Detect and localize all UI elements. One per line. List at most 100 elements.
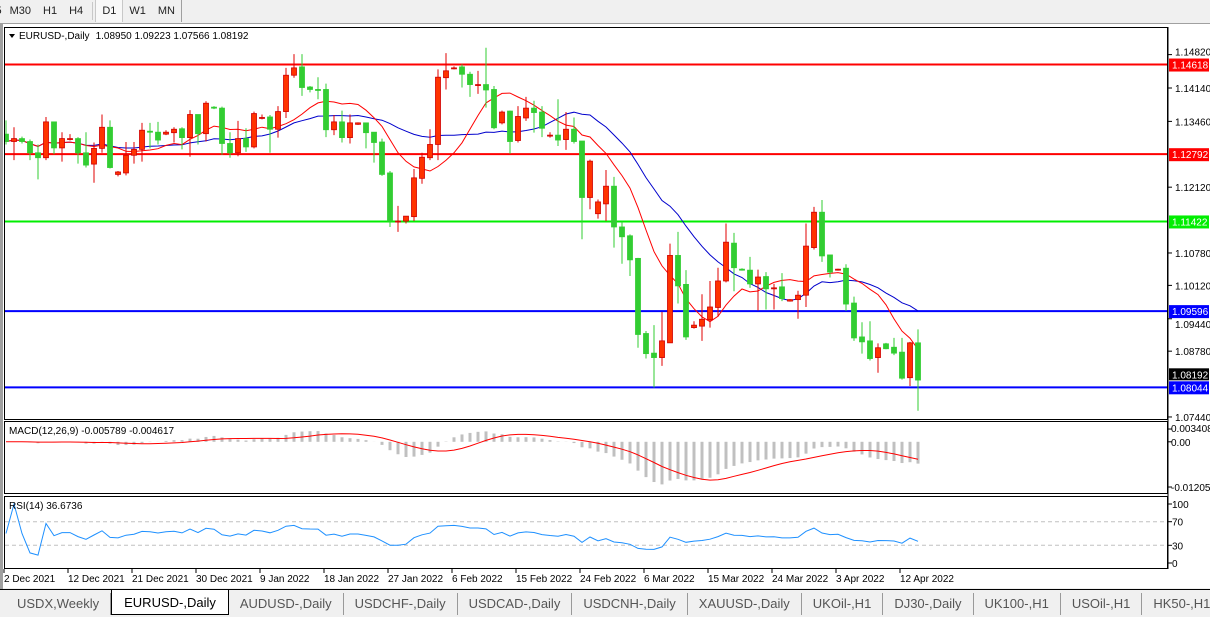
candle-body — [851, 302, 857, 339]
tab-ukoil-h1[interactable]: UKOil-,H1 — [802, 593, 884, 615]
tab-usdchf-daily[interactable]: USDCHF-,Daily — [344, 593, 458, 615]
candle-body — [43, 121, 49, 159]
candle — [283, 67, 289, 118]
candle — [11, 127, 17, 161]
candle-body — [563, 128, 569, 140]
candle-body — [683, 283, 689, 338]
candle — [427, 129, 433, 161]
candle-body — [67, 138, 73, 140]
candle-body — [891, 346, 897, 354]
timeframe-h4[interactable]: H4 — [69, 5, 84, 17]
candle — [683, 270, 689, 340]
candle-body — [547, 134, 553, 137]
tab-usdcnh-daily[interactable]: USDCNH-,Daily — [572, 593, 688, 615]
candle-body — [915, 342, 921, 381]
main-pane-border — [4, 27, 1168, 420]
candle-body — [203, 102, 209, 135]
candle — [139, 122, 145, 162]
tab-usdcad-daily[interactable]: USDCAD-,Daily — [458, 593, 573, 615]
candle-body — [779, 286, 785, 300]
timeframe-h1[interactable]: H1 — [43, 5, 58, 17]
tab-audusd-daily[interactable]: AUDUSD-,Daily — [229, 593, 344, 615]
candle-body — [155, 131, 161, 141]
candle — [347, 114, 353, 144]
candle — [403, 215, 409, 224]
level-price-marker — [1169, 148, 1209, 162]
tab-xauusd-daily[interactable]: XAUUSD-,Daily — [688, 593, 802, 615]
candle-body — [379, 141, 385, 175]
candle-body — [675, 255, 681, 287]
candle-body — [739, 268, 745, 271]
candle-body — [115, 171, 121, 175]
candle — [691, 321, 697, 329]
current-price-label: 1.08192 — [1172, 370, 1209, 381]
macd-pane-border — [4, 421, 1168, 494]
candle — [459, 64, 465, 88]
candle — [251, 111, 257, 149]
candle — [235, 120, 241, 157]
rsi-tick-label: 70 — [1172, 518, 1184, 529]
candle — [763, 272, 769, 310]
current-price-marker — [1169, 368, 1209, 381]
candle — [307, 86, 313, 93]
candle-body — [171, 128, 177, 134]
tab-hk50-h1[interactable]: HK50-,H1 — [1142, 593, 1210, 615]
tab-uk100-h1[interactable]: UK100-,H1 — [974, 593, 1061, 615]
candle-body — [315, 89, 321, 91]
candle-body — [731, 242, 737, 269]
timeframe-m30[interactable]: M30 — [9, 5, 32, 17]
candle-body — [107, 126, 113, 168]
tab-eurusd-daily[interactable]: EURUSD-,Daily — [111, 590, 229, 615]
candle — [827, 254, 833, 278]
tab-dj30-daily[interactable]: DJ30-,Daily — [883, 593, 974, 615]
rsi-label: RSI(14) 36.6736 — [9, 501, 83, 512]
candle-body — [707, 306, 713, 321]
candle — [531, 100, 537, 133]
candle-body — [819, 211, 825, 257]
timeframe-m15[interactable]: M15 — [0, 0, 4, 22]
candle — [411, 169, 417, 222]
candle — [787, 299, 793, 302]
macd-tick-label: -0.012058 — [1171, 483, 1210, 494]
candle-body — [19, 138, 25, 142]
candle-body — [867, 340, 873, 359]
candle-body — [387, 172, 393, 222]
candle-body — [235, 138, 241, 154]
candle — [155, 121, 161, 145]
price-tick-label: 1.13460 — [1175, 117, 1210, 128]
date-tick-label: 27 Jan 2022 — [388, 574, 443, 585]
tab-usoil-h1[interactable]: USOil-,H1 — [1061, 593, 1143, 615]
candle-body — [659, 340, 665, 358]
candle — [627, 234, 633, 277]
candle-body — [619, 226, 625, 238]
date-tick-label: 12 Dec 2021 — [68, 574, 125, 585]
candle — [35, 144, 41, 180]
candle-body — [139, 129, 145, 150]
candle — [795, 290, 801, 319]
chart-canvas[interactable]: 1.14820 1.14140 1.13460 1.12120 1.10780 1.101… — [0, 1, 1210, 591]
timeframe-d1[interactable]: D1 — [95, 0, 124, 22]
candle — [355, 122, 361, 125]
timeframe-w1[interactable]: W1 — [129, 5, 146, 17]
candle-body — [91, 147, 97, 165]
tab-usdx-weekly[interactable]: USDX,Weekly — [6, 593, 112, 615]
chart-window[interactable]: 1.14820 1.14140 1.13460 1.12120 1.10780 1.101… — [0, 23, 1210, 591]
chart-ohlc-values: 1.08950 1.09223 1.07566 1.08192 — [96, 31, 249, 42]
candle — [819, 199, 825, 262]
candle-body — [635, 257, 641, 335]
candle — [147, 122, 153, 149]
candle — [835, 268, 841, 271]
date-tick-label: 2 Dec 2021 — [4, 574, 56, 585]
candle — [539, 106, 545, 138]
candle — [187, 110, 193, 157]
candle — [75, 137, 81, 164]
timeframe-mn[interactable]: MN — [157, 5, 175, 17]
candle-body — [27, 141, 33, 154]
candle-body — [283, 74, 289, 112]
candle-body — [435, 76, 441, 145]
candle — [739, 268, 745, 271]
candle — [43, 116, 49, 161]
collapse-triangle-icon[interactable] — [9, 34, 15, 38]
candle-body — [307, 86, 313, 90]
candle-body — [467, 73, 473, 85]
